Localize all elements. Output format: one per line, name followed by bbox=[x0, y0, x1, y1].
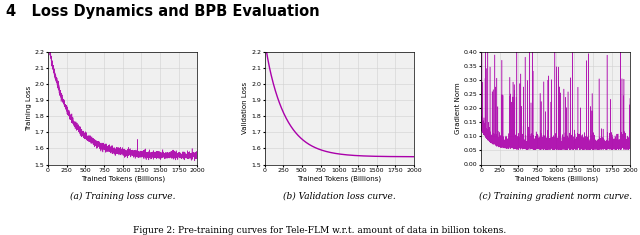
Text: (a) Training loss curve.: (a) Training loss curve. bbox=[70, 192, 175, 201]
X-axis label: Trained Tokens (Billions): Trained Tokens (Billions) bbox=[297, 176, 381, 182]
X-axis label: Trained Tokens (Billions): Trained Tokens (Billions) bbox=[81, 176, 164, 182]
Text: 4   Loss Dynamics and BPB Evaluation: 4 Loss Dynamics and BPB Evaluation bbox=[6, 4, 320, 19]
X-axis label: Trained Tokens (Billions): Trained Tokens (Billions) bbox=[514, 176, 598, 182]
Y-axis label: Training Loss: Training Loss bbox=[26, 86, 32, 131]
Text: Figure 2:: Figure 2: bbox=[0, 234, 1, 235]
Text: (c) Training gradient norm curve.: (c) Training gradient norm curve. bbox=[479, 192, 632, 201]
Y-axis label: Validation Loss: Validation Loss bbox=[243, 82, 248, 134]
Text: Figure 2: Pre-training curves for Tele-FLM w.r.t. amount of data in billion toke: Figure 2: Pre-training curves for Tele-F… bbox=[133, 226, 507, 235]
Text: (b) Validation loss curve.: (b) Validation loss curve. bbox=[283, 192, 396, 200]
Y-axis label: Gradient Norm: Gradient Norm bbox=[455, 82, 461, 134]
